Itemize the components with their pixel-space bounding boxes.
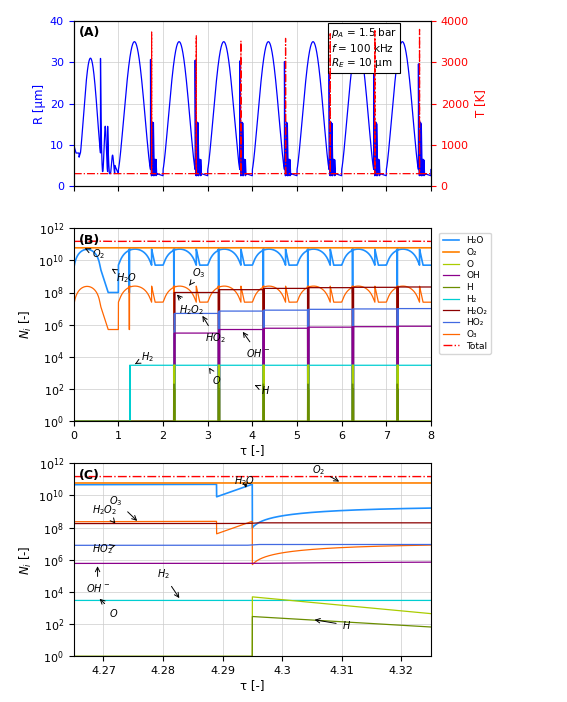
- Legend: H₂O, O₂, O, OH, H, H₂, H₂O₂, HO₂, O₃, Total: H₂O, O₂, O, OH, H, H₂, H₂O₂, HO₂, O₃, To…: [439, 232, 491, 355]
- Text: $H_2$: $H_2$: [157, 567, 179, 597]
- Text: (A): (A): [79, 26, 100, 39]
- Text: (C): (C): [79, 469, 100, 482]
- Text: $OH^-$: $OH^-$: [243, 333, 270, 359]
- Text: (B): (B): [79, 234, 100, 247]
- Text: $O_3$: $O_3$: [109, 494, 137, 520]
- Text: $OH^-$: $OH^-$: [86, 567, 109, 594]
- Text: $H_2$: $H_2$: [136, 350, 154, 364]
- Y-axis label: T [K]: T [K]: [475, 90, 487, 117]
- Text: $O_3$: $O_3$: [189, 267, 205, 285]
- Text: $H$: $H$: [316, 618, 351, 631]
- Y-axis label: R [μm]: R [μm]: [33, 84, 46, 124]
- Text: $O$: $O$: [210, 369, 221, 386]
- Text: $HO_2$: $HO_2$: [203, 317, 226, 345]
- Y-axis label: $N_i$ [-]: $N_i$ [-]: [18, 545, 34, 575]
- Text: $O_2$: $O_2$: [86, 248, 105, 261]
- Text: $H$: $H$: [256, 384, 270, 396]
- Y-axis label: $N_i$ [-]: $N_i$ [-]: [18, 310, 34, 340]
- X-axis label: τ [-]: τ [-]: [240, 444, 265, 457]
- Text: $O_2$: $O_2$: [312, 463, 338, 481]
- Text: $H_2O_2$: $H_2O_2$: [91, 503, 117, 523]
- Text: $H_2O$: $H_2O$: [113, 270, 137, 285]
- Text: $H_2O_2$: $H_2O_2$: [177, 296, 204, 317]
- Text: $O$: $O$: [100, 600, 119, 618]
- Text: $HO_2$: $HO_2$: [91, 542, 115, 556]
- X-axis label: τ [-]: τ [-]: [240, 679, 265, 692]
- Text: $H_2O$: $H_2O$: [234, 475, 256, 488]
- Text: $p_A$ = 1.5 bar
$f$ = 100 kHz
$R_E$ = 10 µm: $p_A$ = 1.5 bar $f$ = 100 kHz $R_E$ = 10…: [331, 26, 397, 70]
